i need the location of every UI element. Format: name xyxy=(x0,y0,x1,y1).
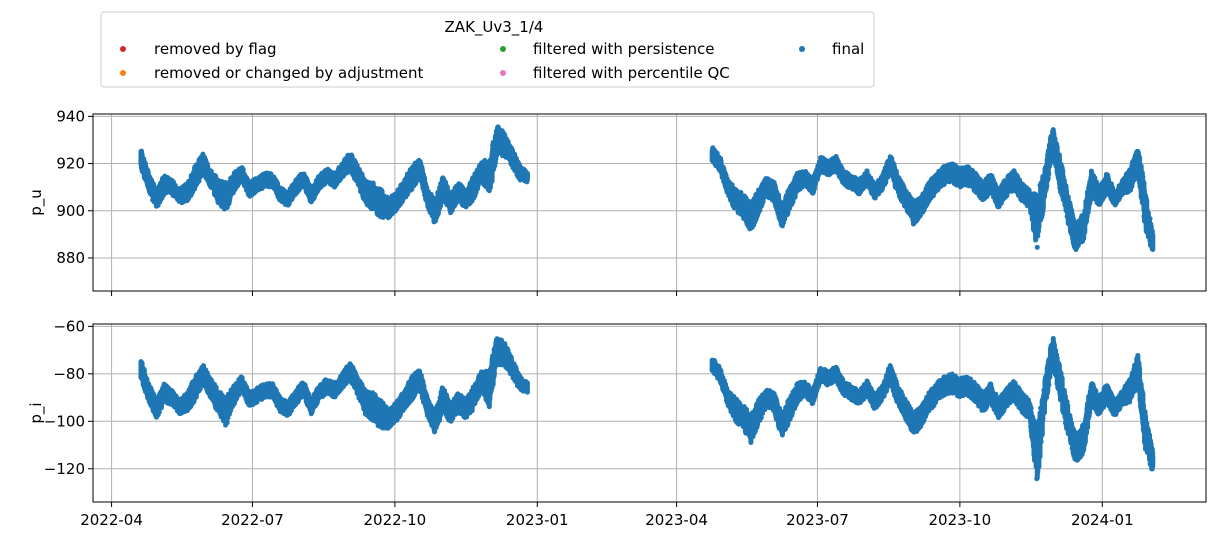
data-point xyxy=(349,154,355,160)
data-point xyxy=(491,370,497,376)
data-point xyxy=(1046,171,1052,177)
legend-marker-filtered-with-persistence xyxy=(500,46,506,52)
panel-p-i: −60−80−100−120 2022-04 2022-07 2022-10 2023… xyxy=(27,317,1207,529)
data-point xyxy=(224,420,230,426)
data-point xyxy=(782,216,788,222)
data-point xyxy=(240,166,246,172)
legend-entry-final: final xyxy=(799,40,864,58)
grid-p-i xyxy=(93,324,1206,502)
legend-marker-filtered-with-percentile-qc xyxy=(500,70,506,76)
data-point xyxy=(1035,233,1041,239)
data-point xyxy=(1044,183,1050,189)
data-point xyxy=(1045,175,1051,181)
legend-entry-filtered-with-persistence: filtered with persistence xyxy=(500,40,714,58)
legend-label-final: final xyxy=(832,40,864,58)
y-tick-label: 920 xyxy=(56,155,85,173)
data-point xyxy=(1034,244,1040,250)
panel-p-u: 880 900 920 940 p_u xyxy=(27,107,1207,296)
axes-frame-p-u xyxy=(92,113,1207,292)
data-point xyxy=(1092,175,1098,181)
legend-title: ZAK_Uv3_1/4 xyxy=(445,18,544,37)
legend-entry-removed-by-flag: removed by flag xyxy=(120,40,277,58)
y-ticks-p-u: 880 900 920 940 xyxy=(56,107,93,267)
data-point xyxy=(883,179,889,185)
data-point xyxy=(811,185,817,191)
data-point xyxy=(409,186,415,192)
data-point xyxy=(718,368,724,374)
data-point xyxy=(864,168,870,174)
data-point xyxy=(1083,219,1089,225)
legend-entry-filtered-with-percentile-qc: filtered with percentile QC xyxy=(500,64,730,82)
legend-marker-removed-by-flag xyxy=(120,46,126,52)
data-point xyxy=(144,377,150,383)
legend-marker-removed-or-changed-by-adjustment xyxy=(120,70,126,76)
data-point xyxy=(524,173,530,179)
data-points-p-i xyxy=(138,335,1156,482)
data-point xyxy=(718,159,724,165)
y-axis-label-p-u: p_u xyxy=(27,189,46,216)
data-point xyxy=(889,156,895,162)
data-point xyxy=(424,185,430,191)
data-point xyxy=(1060,168,1066,174)
legend-label-removed-by-flag: removed by flag xyxy=(154,40,277,58)
data-point xyxy=(1147,216,1153,222)
data-point xyxy=(524,389,530,395)
data-point xyxy=(1137,155,1143,161)
x-ticks-p-u xyxy=(111,291,1103,296)
data-points-p-u xyxy=(138,124,1156,253)
y-tick-label: 940 xyxy=(56,107,85,125)
y-tick-label: 880 xyxy=(56,249,85,267)
data-point xyxy=(1150,238,1156,244)
legend-label-filtered-with-percentile-qc: filtered with percentile QC xyxy=(533,64,730,82)
data-point xyxy=(1086,205,1092,211)
data-point xyxy=(1036,224,1042,230)
data-point xyxy=(1140,174,1146,180)
legend-marker-final xyxy=(799,46,805,52)
data-point xyxy=(275,180,281,186)
data-point xyxy=(1087,198,1093,204)
data-point xyxy=(421,383,427,389)
y-tick-label: 900 xyxy=(56,202,85,220)
data-point xyxy=(379,189,385,195)
grid-p-u xyxy=(93,114,1206,291)
legend-label-filtered-with-persistence: filtered with persistence xyxy=(533,40,714,58)
data-point xyxy=(196,178,202,184)
legend-label-removed-or-changed-by-adjustment: removed or changed by adjustment xyxy=(154,64,423,82)
legend-frame xyxy=(100,11,875,88)
legend: ZAK_Uv3_1/4 removed by flag filtered wit… xyxy=(100,11,875,88)
data-point xyxy=(239,375,245,381)
legend-entry-removed-or-changed-by-adjustment: removed or changed by adjustment xyxy=(120,64,423,82)
data-point xyxy=(442,387,448,393)
